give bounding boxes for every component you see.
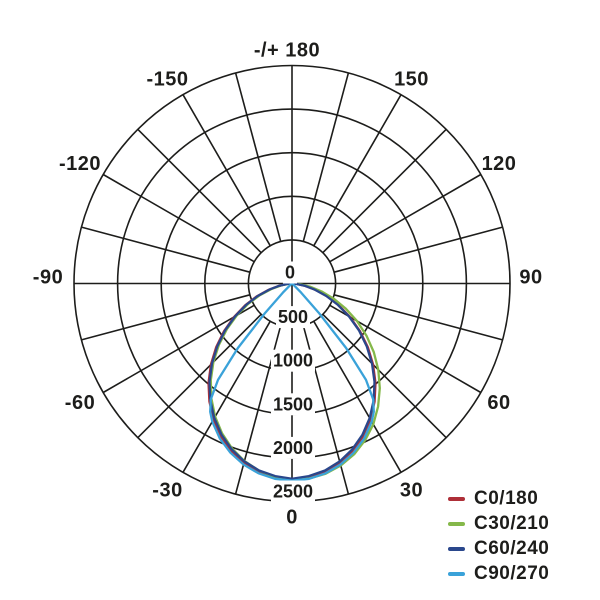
angle-label-60: 60 [487,392,510,414]
grid-spoke-45 [322,313,447,439]
radial-tick-label-bg [271,349,315,372]
grid-spoke-60 [329,304,482,394]
grid-spoke-315 [137,313,262,439]
legend-item-c90-270: C90/270 [448,561,549,586]
radial-tick-label-bg [276,306,310,329]
angle-label-180: -/+ 180 [254,40,320,62]
angle-label--60: -60 [65,392,95,414]
grid-spoke-285 [81,294,251,341]
grid-spoke-255 [81,226,251,273]
grid-spoke-120 [329,173,482,263]
legend-label-c30-210: C30/210 [474,512,550,534]
angle-label--120: -120 [59,153,101,175]
legend-label-c60-240: C60/240 [474,537,550,559]
grid-spoke-210 [182,94,271,247]
grid-spoke-150 [313,94,402,247]
radial-tick-label-0: 0 [285,263,295,283]
legend: C0/180 C30/210 C60/240 C90/270 [448,486,549,586]
legend-item-c0-180: C0/180 [448,486,549,511]
legend-label-c0-180: C0/180 [474,487,539,509]
radial-tick-label-bg [283,261,297,284]
grid-spoke-105 [333,226,503,273]
radial-tick-label-bg [271,480,315,503]
legend-item-c60-240: C60/240 [448,536,549,561]
grid-spoke-330 [182,320,271,473]
grid-spoke-240 [102,173,255,263]
grid-spoke-225 [137,128,262,254]
curve-c60-240 [208,282,376,480]
legend-item-c30-210: C30/210 [448,511,549,536]
angle-label-30: 30 [400,480,423,502]
radial-tick-label-bg [271,436,315,459]
angle-label-0: 0 [286,507,298,529]
legend-swatch-c60-240 [448,546,465,551]
legend-swatch-c0-180 [448,496,465,501]
radial-tick-label-1500: 1500 [273,394,313,414]
legend-swatch-c30-210 [448,521,465,526]
grid-spoke-165 [302,72,350,242]
grid-spoke-75 [333,294,503,341]
legend-label-c90-270: C90/270 [474,562,550,584]
angle-label--30: -30 [152,480,182,502]
angle-label--150: -150 [146,69,188,91]
angle-label--90: -90 [33,267,63,289]
grid-spoke-300 [102,304,255,394]
angle-label-90: 90 [519,267,542,289]
grid-spoke-30 [313,320,402,473]
angle-label-120: 120 [482,153,517,175]
grid-spoke-195 [234,72,282,242]
legend-swatch-c90-270 [448,571,465,576]
radial-tick-label-bg [271,393,315,416]
angle-label-150: 150 [394,69,429,91]
radial-tick-label-1000: 1000 [273,351,313,371]
radial-tick-label-500: 500 [278,307,308,327]
radial-tick-label-2000: 2000 [273,438,313,458]
radial-tick-label-2500: 2500 [273,482,313,502]
grid-spoke-135 [322,128,447,254]
